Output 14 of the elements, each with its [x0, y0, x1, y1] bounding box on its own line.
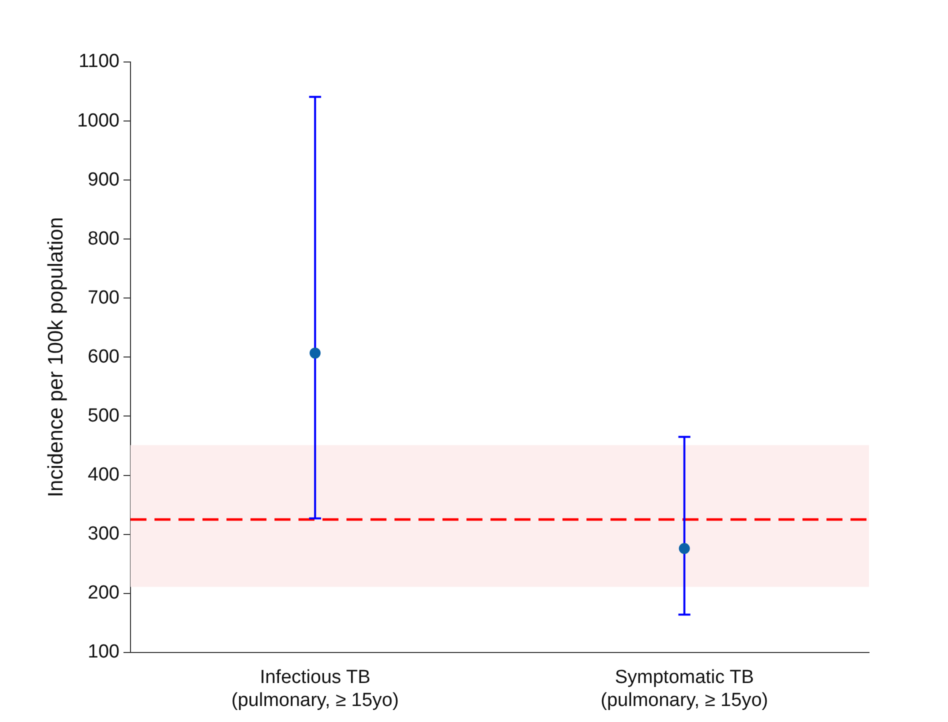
x-tick-label: Symptomatic TB (pulmonary, ≥ 15yo) [600, 667, 768, 711]
y-axis-title: Incidence per 100k population [44, 217, 68, 498]
y-tick-label: 1000 [77, 110, 120, 132]
y-tick-label: 400 [88, 464, 120, 486]
y-tick-label: 800 [88, 228, 120, 250]
y-tick-label: 700 [88, 287, 120, 308]
x-tick-label: Infectious TB (pulmonary, ≥ 15yo) [231, 667, 399, 711]
y-tick-label: 100 [88, 642, 120, 663]
y-tick-label: 1100 [78, 51, 120, 72]
y-tick-label: 200 [88, 582, 120, 604]
y-tick-label: 300 [88, 524, 120, 545]
y-tick-label: 600 [88, 346, 120, 368]
y-tick-label: 500 [88, 405, 120, 426]
y-tick-label: 900 [88, 169, 120, 190]
